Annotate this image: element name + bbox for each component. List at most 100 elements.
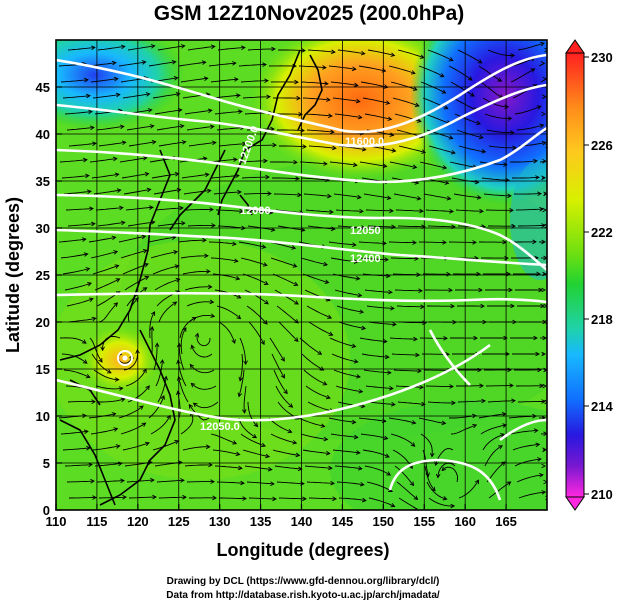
streamline: [273, 193, 302, 196]
streamline-arrowhead: [117, 461, 123, 467]
streamline: [517, 400, 546, 403]
streamline-arrowhead: [360, 403, 366, 409]
streamline: [119, 157, 147, 163]
colorbar-label: 230: [591, 50, 613, 65]
streamline-arrowhead: [473, 335, 478, 341]
streamline-arrowhead: [265, 453, 271, 459]
streamline-arrowhead: [504, 104, 510, 110]
streamline-arrowhead: [352, 242, 357, 248]
streamline-arrowhead: [359, 309, 365, 314]
streamline: [392, 97, 419, 107]
streamline-arrowhead: [415, 352, 420, 358]
streamline: [123, 349, 139, 371]
streamline: [183, 190, 211, 195]
streamline-arrowhead: [179, 123, 185, 129]
streamline-arrowhead: [144, 171, 150, 177]
streamline: [156, 479, 184, 483]
streamline-arrowhead: [381, 418, 387, 424]
streamline: [66, 480, 95, 483]
streamline-arrowhead: [211, 223, 216, 228]
streamline-arrowhead: [421, 401, 426, 407]
streamline-arrowhead: [111, 235, 117, 241]
streamline: [216, 127, 244, 131]
streamline: [182, 270, 210, 275]
streamline-arrowhead: [210, 313, 216, 318]
streamline: [275, 385, 293, 408]
streamline-arrowhead: [481, 149, 487, 154]
streamline: [396, 305, 424, 308]
streamline-arrowhead: [328, 113, 333, 119]
streamline-arrowhead: [542, 383, 547, 389]
streamline-arrowhead: [446, 195, 452, 201]
x-tick-label: 130: [209, 514, 231, 529]
streamline: [452, 97, 478, 111]
streamline-arrowhead: [283, 389, 288, 395]
streamline: [448, 65, 473, 81]
streamline: [269, 337, 285, 362]
colorbar-label: 218: [591, 312, 613, 327]
streamline-arrowhead: [206, 188, 212, 194]
streamline-arrowhead: [210, 44, 216, 50]
streamline: [62, 268, 90, 275]
streamline-arrowhead: [539, 206, 544, 212]
streamline-arrowhead: [541, 94, 547, 99]
streamline-arrowhead: [323, 436, 329, 442]
streamline: [450, 81, 475, 97]
streamline-arrowhead: [543, 303, 547, 309]
streamline-arrowhead: [113, 76, 119, 82]
streamline-arrowhead: [479, 383, 484, 389]
streamline-arrowhead: [330, 129, 335, 135]
streamline-arrowhead: [332, 145, 337, 151]
streamline: [158, 301, 177, 323]
streamline-arrowhead: [141, 60, 147, 65]
streamline-arrowhead: [470, 92, 475, 97]
streamline-arrowhead: [209, 299, 215, 305]
streamline-arrowhead: [389, 132, 395, 137]
streamline: [277, 129, 305, 132]
streamline: [270, 433, 297, 444]
streamline: [365, 209, 394, 212]
streamline: [63, 369, 90, 378]
streamline-arrowhead: [540, 41, 545, 47]
streamline-arrowhead: [142, 248, 148, 254]
streamline-arrowhead: [88, 109, 93, 115]
streamline-arrowhead: [351, 419, 357, 425]
streamline-arrowhead: [532, 239, 537, 245]
streamline-arrowhead: [141, 422, 147, 427]
streamline-arrowhead: [147, 108, 153, 113]
streamline: [478, 65, 502, 82]
streamline-arrowhead: [296, 95, 301, 101]
streamline-arrowhead: [82, 359, 88, 364]
streamline: [336, 305, 364, 313]
streamline-arrowhead: [113, 250, 119, 255]
streamline: [238, 64, 267, 67]
streamline: [455, 209, 484, 212]
streamline-arrowhead: [353, 82, 359, 88]
streamline-arrowhead: [538, 287, 543, 293]
streamline-arrowhead: [173, 249, 179, 255]
streamline-arrowhead: [510, 53, 516, 58]
streamline: [242, 449, 270, 458]
streamline: [238, 241, 266, 248]
streamline-arrowhead: [392, 322, 397, 327]
streamline-arrowhead: [85, 267, 91, 272]
streamline-arrowhead: [142, 287, 148, 292]
colorbar-body: [565, 52, 585, 498]
streamline: [126, 479, 154, 483]
streamline-arrowhead: [535, 175, 540, 180]
streamline-arrowhead: [507, 193, 512, 199]
streamline: [125, 206, 153, 211]
streamline: [240, 433, 266, 447]
streamline: [334, 113, 362, 119]
streamline-arrowhead: [542, 319, 547, 325]
streamline: [180, 412, 194, 435]
streamline-arrowhead: [150, 477, 155, 483]
streamline: [484, 113, 512, 119]
streamline: [216, 305, 241, 320]
streamline: [359, 161, 387, 167]
streamline-arrowhead: [417, 368, 422, 374]
streamline: [394, 113, 422, 123]
streamline-arrowhead: [135, 349, 140, 354]
streamline: [338, 321, 366, 329]
streamline: [308, 145, 336, 149]
